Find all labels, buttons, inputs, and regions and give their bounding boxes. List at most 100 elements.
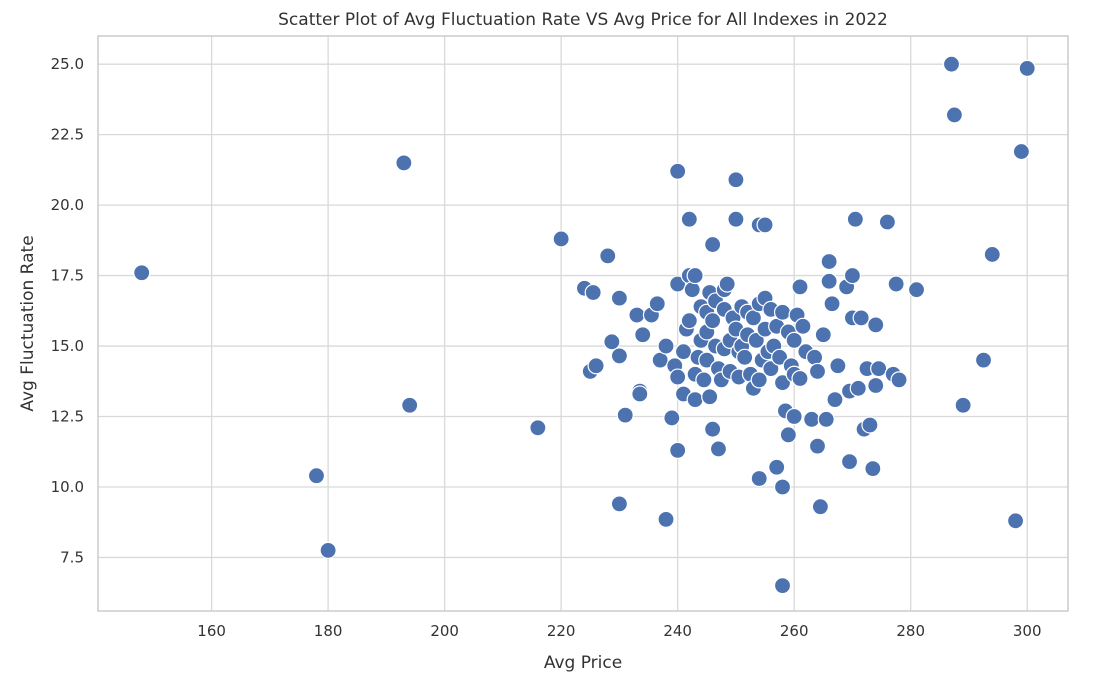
data-point	[669, 275, 687, 293]
data-point	[1018, 59, 1036, 78]
data-point	[907, 281, 926, 299]
data-point	[773, 374, 792, 392]
data-point	[808, 362, 827, 381]
data-point	[747, 331, 765, 350]
x-axis-label: Avg Price	[544, 653, 622, 673]
data-point	[791, 369, 809, 388]
data-point	[657, 510, 675, 528]
data-point	[826, 391, 844, 409]
data-point	[584, 283, 602, 302]
data-point	[867, 316, 885, 334]
data-point	[727, 210, 745, 228]
x-tick-label: 280	[896, 622, 925, 640]
data-point	[974, 351, 993, 369]
data-point	[319, 541, 337, 559]
data-point	[307, 467, 326, 485]
y-tick-label: 12.5	[51, 408, 84, 426]
data-point	[773, 303, 792, 321]
data-point	[864, 460, 882, 478]
data-point	[849, 379, 867, 397]
x-tick-label: 220	[547, 622, 576, 640]
data-point	[852, 309, 870, 327]
y-axis-ticks: 7.5 10.0 12.5 15.0 17.5 20.0 22.5 25.0	[51, 55, 84, 566]
x-tick-label: 300	[1013, 622, 1042, 640]
data-point	[610, 495, 629, 513]
data-point	[861, 416, 879, 434]
data-point	[610, 347, 629, 365]
data-point	[610, 289, 629, 307]
y-tick-label: 20.0	[51, 196, 84, 214]
data-point	[942, 55, 961, 73]
data-point	[1006, 512, 1025, 530]
data-point	[808, 437, 827, 455]
x-axis-ticks: 160 180 200 220 240 260 280 300	[197, 622, 1041, 640]
data-point	[773, 577, 792, 595]
chart-title: Scatter Plot of Avg Fluctuation Rate VS …	[278, 10, 888, 30]
data-point	[805, 348, 824, 366]
y-tick-label: 17.5	[51, 267, 84, 285]
data-point	[983, 245, 1001, 264]
data-point	[669, 441, 687, 459]
data-point	[878, 213, 896, 231]
data-point	[736, 348, 754, 366]
x-tick-label: 200	[430, 622, 459, 640]
data-point	[829, 357, 847, 375]
x-tick-label: 180	[314, 622, 343, 640]
data-point	[648, 295, 666, 313]
y-axis-label: Avg Fluctuation Rate	[18, 235, 38, 411]
data-point	[843, 266, 862, 285]
data-point	[820, 252, 838, 271]
data-point	[1012, 142, 1030, 161]
grid	[98, 36, 1068, 611]
data-point	[750, 469, 768, 488]
data-point	[846, 210, 864, 228]
data-point	[669, 368, 687, 386]
x-tick-label: 160	[197, 622, 226, 640]
y-tick-label: 22.5	[51, 126, 84, 144]
data-point	[785, 331, 803, 350]
data-point	[686, 391, 704, 409]
data-point	[616, 406, 634, 424]
data-point	[803, 410, 821, 428]
data-point	[718, 275, 736, 293]
data-point	[529, 419, 547, 437]
data-point	[133, 264, 151, 282]
data-point	[704, 420, 722, 438]
data-point	[587, 357, 605, 375]
data-point	[603, 333, 621, 351]
data-point	[704, 312, 722, 330]
data-point	[395, 154, 413, 172]
data-point	[599, 247, 617, 265]
y-tick-label: 10.0	[51, 478, 84, 496]
data-point	[791, 278, 809, 296]
data-point	[701, 388, 719, 406]
data-point	[867, 376, 885, 395]
plot-frame	[97, 35, 1069, 612]
data-point	[811, 498, 830, 516]
data-point	[820, 272, 838, 290]
y-tick-label: 7.5	[60, 548, 84, 566]
data-point	[631, 385, 649, 403]
data-point	[552, 230, 570, 248]
data-point	[794, 317, 812, 335]
data-point	[634, 326, 652, 344]
data-point	[773, 478, 792, 496]
y-tick-label: 15.0	[51, 337, 84, 355]
data-point	[771, 348, 789, 366]
data-point	[698, 351, 716, 369]
data-point	[695, 371, 713, 389]
data-point	[663, 409, 681, 427]
data-point	[756, 216, 774, 234]
data-point	[887, 275, 905, 293]
data-point	[814, 326, 832, 344]
data-point	[954, 396, 972, 414]
data-point	[709, 440, 728, 458]
data-point	[401, 396, 419, 414]
data-point	[727, 171, 745, 189]
data-point	[686, 266, 704, 285]
data-point	[779, 426, 797, 444]
data-point	[750, 371, 768, 389]
data-point	[674, 343, 693, 361]
x-tick-label: 240	[663, 622, 692, 640]
